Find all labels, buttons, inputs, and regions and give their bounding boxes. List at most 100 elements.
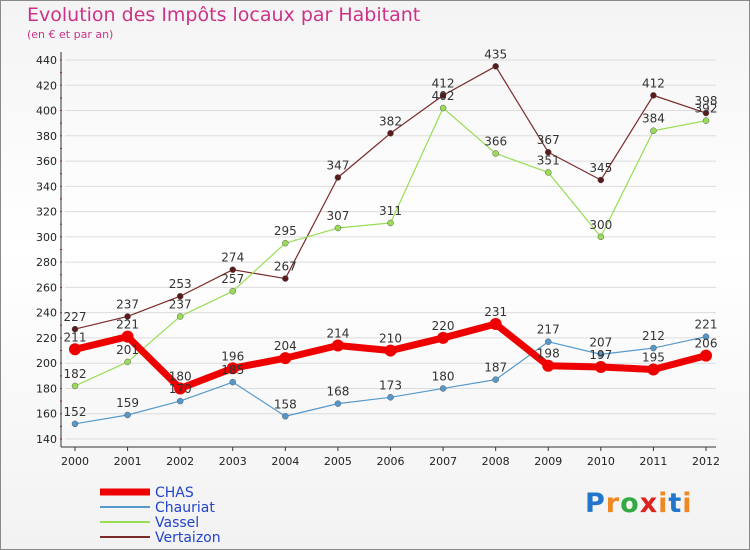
data-point	[176, 397, 184, 405]
data-label: 384	[642, 112, 665, 126]
data-label: 168	[326, 385, 349, 399]
data-point	[384, 344, 397, 357]
data-point	[439, 104, 447, 112]
data-label: 367	[537, 133, 560, 147]
data-label: 311	[379, 204, 402, 218]
data-point	[174, 382, 187, 395]
data-label: 180	[169, 369, 192, 383]
data-point	[229, 266, 236, 273]
x-tick-label: 2012	[692, 455, 720, 468]
data-label: 182	[64, 367, 87, 381]
data-label: 307	[326, 209, 349, 223]
data-point	[492, 376, 499, 383]
data-label: 257	[221, 272, 244, 286]
data-label: 412	[432, 76, 455, 90]
data-point	[176, 292, 184, 300]
data-label: 221	[116, 318, 139, 332]
y-tick-label: 240	[36, 307, 57, 320]
data-point	[226, 362, 239, 375]
y-tick-label: 360	[36, 155, 57, 168]
data-point	[331, 339, 344, 352]
data-point	[282, 275, 289, 282]
data-label: 351	[537, 153, 560, 167]
data-label: 197	[589, 348, 612, 362]
data-point	[702, 333, 710, 340]
data-label: 198	[537, 347, 560, 361]
chart-subtitle: (en € et par an)	[27, 28, 114, 41]
x-tick-label: 2007	[429, 455, 457, 468]
data-point	[229, 378, 236, 386]
data-point	[650, 127, 657, 134]
data-point	[489, 318, 502, 331]
y-tick-label: 340	[36, 180, 57, 193]
data-label: 173	[379, 378, 402, 392]
x-tick-label: 2005	[324, 455, 352, 468]
data-point	[124, 411, 131, 419]
data-point	[542, 359, 555, 372]
data-point	[387, 219, 394, 227]
data-label: 347	[326, 158, 349, 172]
data-label: 187	[484, 361, 507, 375]
data-point	[334, 174, 342, 181]
data-label: 402	[432, 89, 455, 103]
data-point	[597, 176, 605, 184]
data-point	[121, 330, 134, 343]
data-point	[647, 363, 660, 376]
data-label: 231	[484, 305, 507, 319]
y-tick-label: 200	[36, 357, 57, 370]
data-label: 382	[379, 114, 402, 128]
data-label: 204	[274, 339, 297, 353]
logo-letter: r	[605, 488, 621, 519]
x-tick-label: 2008	[482, 455, 510, 468]
data-point	[334, 224, 342, 232]
data-label: 207	[589, 335, 612, 349]
data-label: 300	[589, 218, 612, 232]
data-point	[71, 382, 79, 390]
x-tick-label: 2010	[587, 455, 615, 468]
proxiti-logo: Proxiti	[585, 488, 693, 519]
data-point	[69, 343, 81, 356]
data-point	[71, 420, 79, 428]
logo-letter: o	[620, 488, 640, 519]
data-point	[594, 360, 607, 373]
data-label: 392	[695, 102, 718, 116]
data-label: 159	[116, 396, 139, 410]
data-point	[545, 169, 552, 176]
legend-label: CHAS	[155, 485, 194, 501]
data-point	[597, 351, 605, 358]
data-point	[437, 331, 450, 344]
logo-letter: i	[682, 488, 693, 519]
data-point	[700, 349, 712, 362]
data-label: 152	[64, 405, 87, 419]
data-point	[334, 400, 342, 407]
x-tick-label: 2009	[534, 455, 562, 468]
data-point	[71, 325, 79, 333]
data-point	[702, 109, 710, 117]
data-label: 170	[169, 382, 192, 396]
data-point	[124, 313, 131, 320]
data-label: 345	[589, 161, 612, 175]
legend-label: Chauriat	[155, 500, 215, 516]
data-point	[279, 352, 292, 365]
data-label: 274	[221, 251, 244, 265]
y-tick-label: 280	[36, 256, 57, 269]
data-point	[387, 130, 394, 137]
logo-letter: x	[639, 488, 659, 519]
data-point	[282, 413, 289, 420]
data-label: 214	[326, 327, 349, 341]
chart-title: Evolution des Impôts locaux par Habitant	[27, 4, 421, 26]
data-label: 158	[274, 397, 297, 411]
data-label: 398	[695, 94, 718, 108]
y-tick-label: 320	[36, 206, 57, 219]
data-point	[545, 148, 552, 156]
data-label: 196	[221, 349, 244, 363]
y-tick-label: 440	[36, 54, 57, 67]
data-label: 227	[64, 310, 87, 324]
y-tick-label: 180	[36, 382, 57, 395]
data-label: 195	[642, 351, 665, 365]
y-tick-label: 220	[36, 332, 57, 345]
logo-letter: t	[668, 488, 683, 519]
data-label: 412	[642, 76, 665, 90]
data-point	[229, 287, 236, 295]
